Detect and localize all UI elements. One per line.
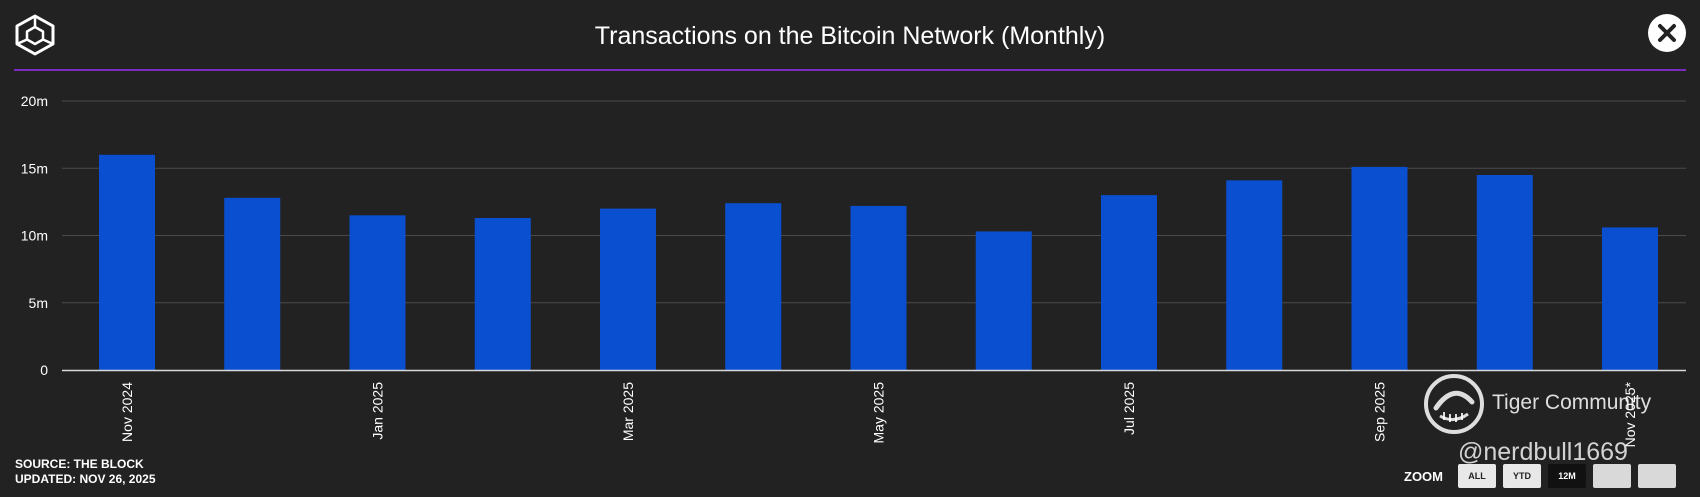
bar[interactable]: [600, 208, 656, 370]
y-tick-label: 5m: [29, 295, 48, 311]
bar[interactable]: [1101, 195, 1157, 370]
close-icon: [1658, 24, 1676, 42]
y-tick-label: 0: [40, 362, 48, 378]
x-tick-label: Nov 2024: [119, 382, 135, 442]
source-note: SOURCE: THE BLOCK UPDATED: NOV 26, 2025: [15, 457, 156, 487]
bar[interactable]: [99, 154, 155, 370]
x-tick-label: Nov 2025*: [1622, 381, 1638, 447]
y-tick-label: 20m: [21, 93, 48, 109]
zoom-all-button[interactable]: ALL: [1458, 464, 1496, 488]
bar[interactable]: [1351, 166, 1408, 370]
the-block-logo-icon: [14, 14, 56, 56]
bar[interactable]: [975, 231, 1032, 370]
bar-chart: 0 5m 10m 15m 20m Nov 2024 Jan 2025 Mar 2025 May …: [21, 93, 1686, 447]
chart-title: Transactions on the Bitcoin Network (Mon…: [594, 22, 1106, 50]
y-tick-label: 10m: [21, 228, 48, 244]
zoom-label: ZOOM: [1404, 468, 1443, 484]
zoom-extra-button-2[interactable]: [1638, 464, 1676, 488]
bar[interactable]: [1602, 227, 1658, 370]
header-divider: [14, 69, 1686, 71]
bar[interactable]: [1226, 180, 1283, 370]
bar[interactable]: [474, 218, 531, 370]
x-tick-label: Jul 2025: [1121, 382, 1137, 435]
bar[interactable]: [224, 197, 281, 370]
x-tick-label: Sep 2025: [1372, 382, 1388, 442]
bar[interactable]: [1476, 174, 1533, 370]
bar[interactable]: [850, 205, 907, 370]
close-button[interactable]: [1648, 14, 1686, 52]
source-label: SOURCE: THE BLOCK: [15, 457, 144, 471]
x-tick-label: Mar 2025: [620, 382, 636, 441]
x-tick-label: Jan 2025: [370, 382, 386, 440]
updated-label: UPDATED: NOV 26, 2025: [15, 472, 156, 486]
bar[interactable]: [725, 203, 782, 370]
x-tick-label: May 2025: [871, 382, 887, 444]
zoom-extra-button-1[interactable]: [1593, 464, 1631, 488]
zoom-ytd-button[interactable]: YTD: [1503, 464, 1541, 488]
zoom-controls: ZOOM ALL YTD 12M: [1404, 464, 1676, 488]
zoom-12m-button[interactable]: 12M: [1548, 464, 1586, 488]
y-tick-label: 15m: [21, 160, 48, 176]
bar[interactable]: [349, 215, 406, 370]
